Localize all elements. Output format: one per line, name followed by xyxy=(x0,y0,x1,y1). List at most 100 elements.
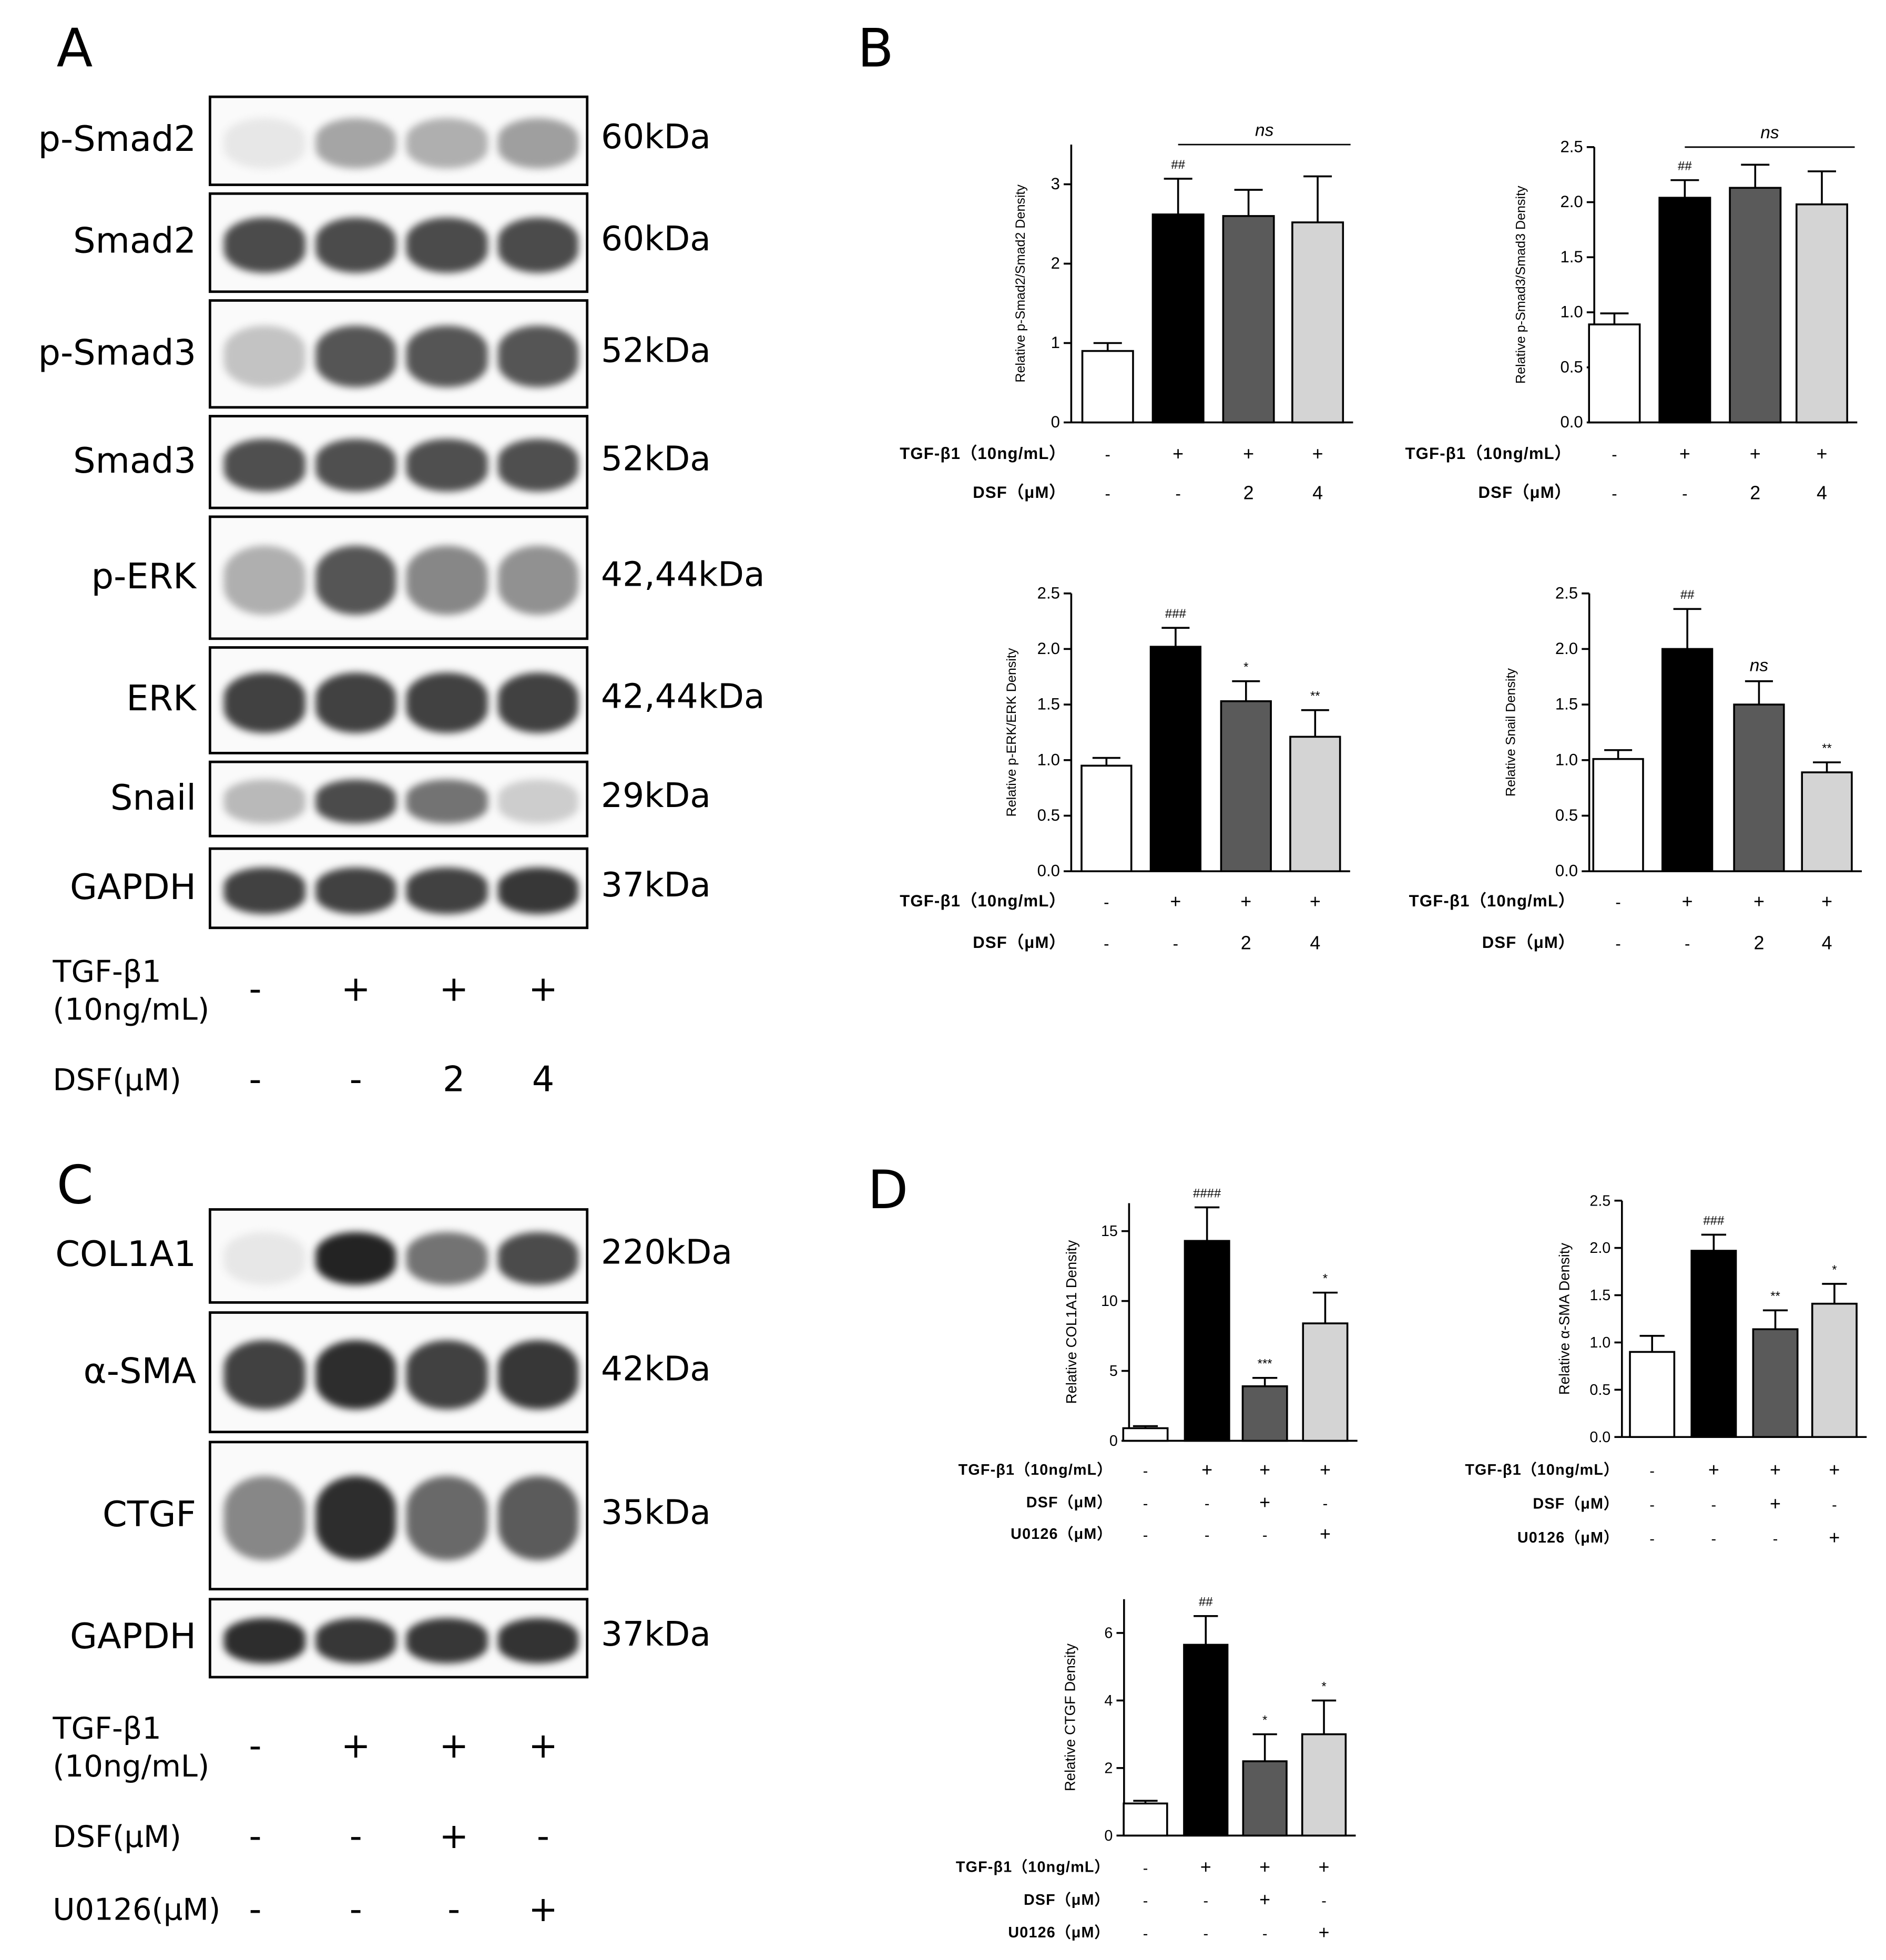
blot-kda-smad2: 60kDa xyxy=(601,220,711,259)
y-tick-label: 5 xyxy=(1109,1363,1118,1380)
blot-band xyxy=(497,867,578,914)
significance-label: ## xyxy=(1678,159,1692,173)
significance-label: * xyxy=(1321,1679,1326,1693)
condition-value: 2 xyxy=(1241,932,1251,953)
condition-label: U0126(μM) xyxy=(53,1892,221,1927)
bar xyxy=(1690,1250,1737,1438)
y-tick-label: 0.5 xyxy=(1589,1382,1610,1398)
ns-bracket-label: ns xyxy=(1255,120,1274,140)
condition-value: + xyxy=(1240,891,1251,912)
blot-band xyxy=(497,325,578,387)
condition-label: DSF（μM） xyxy=(1533,1495,1619,1513)
condition-value: 4 xyxy=(1817,482,1827,503)
bar xyxy=(1811,1302,1858,1438)
bar xyxy=(1183,1643,1229,1837)
condition-label: TGF-β1 (10ng/mL) xyxy=(53,1711,210,1784)
condition-value: - xyxy=(1612,445,1617,464)
y-tick-label: 2.5 xyxy=(1560,137,1583,156)
condition-label: TGF-β1（10ng/mL） xyxy=(900,892,1066,910)
condition-value: + xyxy=(1259,1856,1270,1877)
condition-value: + xyxy=(439,1815,469,1857)
blot-band xyxy=(223,867,305,914)
blot-band xyxy=(315,1476,396,1560)
panel-c-letter: C xyxy=(56,1154,94,1216)
condition-value: - xyxy=(1262,1527,1268,1544)
blot-label-gapdh: GAPDH xyxy=(70,865,197,907)
y-axis-label: Relative α-SMA Density xyxy=(1556,1243,1572,1395)
blot-image-sma xyxy=(208,1311,589,1434)
condition-value: + xyxy=(1770,1459,1781,1480)
blot-band xyxy=(223,1476,305,1560)
condition-label: U0126（μM） xyxy=(1517,1529,1619,1546)
y-tick-label: 0.5 xyxy=(1555,806,1578,824)
significance-label: ** xyxy=(1822,741,1832,756)
y-tick-label: 1.0 xyxy=(1589,1334,1610,1351)
y-tick-label: 15 xyxy=(1101,1223,1118,1240)
y-tick-label: 1.5 xyxy=(1589,1287,1610,1304)
blot-band xyxy=(223,325,305,387)
significance-label: * xyxy=(1323,1271,1328,1285)
blot-band xyxy=(406,1340,487,1409)
bar-chart-relative-p-smad2-smad2-density: 0 1 2 3 Relative p-Smad2/Smad2 Density ## ns TG… xyxy=(900,120,1353,503)
blot-image-erk xyxy=(208,646,589,754)
condition-value: + xyxy=(1243,443,1254,464)
condition-value: - xyxy=(1649,1531,1655,1548)
y-tick-label: 0 xyxy=(1109,1433,1118,1449)
bar xyxy=(1184,1240,1230,1442)
bar xyxy=(1122,1427,1169,1442)
y-tick-label: 0.0 xyxy=(1589,1429,1610,1446)
blot-band xyxy=(315,1231,396,1285)
bar xyxy=(1733,703,1785,872)
blot-band xyxy=(223,438,305,491)
blot-band xyxy=(406,1231,487,1285)
y-tick-label: 0.0 xyxy=(1037,862,1060,880)
bar xyxy=(1289,736,1341,872)
y-tick-label: 2 xyxy=(1104,1760,1113,1777)
blot-image-snail xyxy=(208,760,589,838)
condition-value: + xyxy=(1320,1523,1331,1544)
condition-value: - xyxy=(349,1058,362,1100)
y-tick-label: 1.5 xyxy=(1555,695,1578,713)
y-tick-label: 2.0 xyxy=(1555,639,1578,658)
blot-kda-smad3: 52kDa xyxy=(601,439,711,478)
blot-label-ctgf: CTGF xyxy=(102,1493,197,1535)
condition-label: TGF-β1（10ng/mL） xyxy=(1405,444,1572,463)
condition-value: - xyxy=(1104,934,1109,953)
blot-label-p-erk: p-ERK xyxy=(91,555,197,597)
blot-kda-sma: 42kDa xyxy=(601,1350,711,1389)
blot-band xyxy=(497,1618,578,1663)
condition-value: + xyxy=(1829,1527,1840,1548)
bar xyxy=(1588,323,1641,424)
condition-label: TGF-β1 (10ng/mL) xyxy=(53,954,210,1027)
blot-kda-erk: 42,44kDa xyxy=(601,677,765,717)
condition-value: - xyxy=(1649,1497,1655,1514)
blot-band xyxy=(497,780,578,823)
blot-kda-p-smad2: 60kDa xyxy=(601,118,711,157)
condition-value: - xyxy=(349,1888,362,1930)
significance-label: * xyxy=(1832,1263,1837,1277)
blot-band xyxy=(406,780,487,823)
blot-band xyxy=(497,1231,578,1285)
blot-kda-snail: 29kDa xyxy=(601,776,711,815)
condition-label: DSF(μM) xyxy=(53,1062,181,1098)
significance-label: * xyxy=(1243,660,1248,675)
condition-value: + xyxy=(1754,891,1765,912)
blot-band xyxy=(315,217,396,273)
y-tick-label: 0 xyxy=(1051,413,1060,431)
blot-band xyxy=(223,217,305,273)
bar xyxy=(1795,203,1848,424)
y-tick-label: 0.5 xyxy=(1037,806,1060,824)
blot-band xyxy=(406,325,487,387)
bar xyxy=(1080,764,1133,872)
blot-band xyxy=(406,1618,487,1663)
condition-value: - xyxy=(1711,1497,1717,1514)
blot-band xyxy=(497,217,578,273)
bar xyxy=(1801,771,1853,872)
condition-value: 2 xyxy=(442,1058,465,1100)
blot-band xyxy=(406,867,487,914)
blot-band xyxy=(223,545,305,615)
blot-label-p-smad2: p-Smad2 xyxy=(38,118,197,160)
significance-label: ## xyxy=(1680,588,1695,602)
condition-label: TGF-β1（10ng/mL） xyxy=(1465,1461,1619,1478)
